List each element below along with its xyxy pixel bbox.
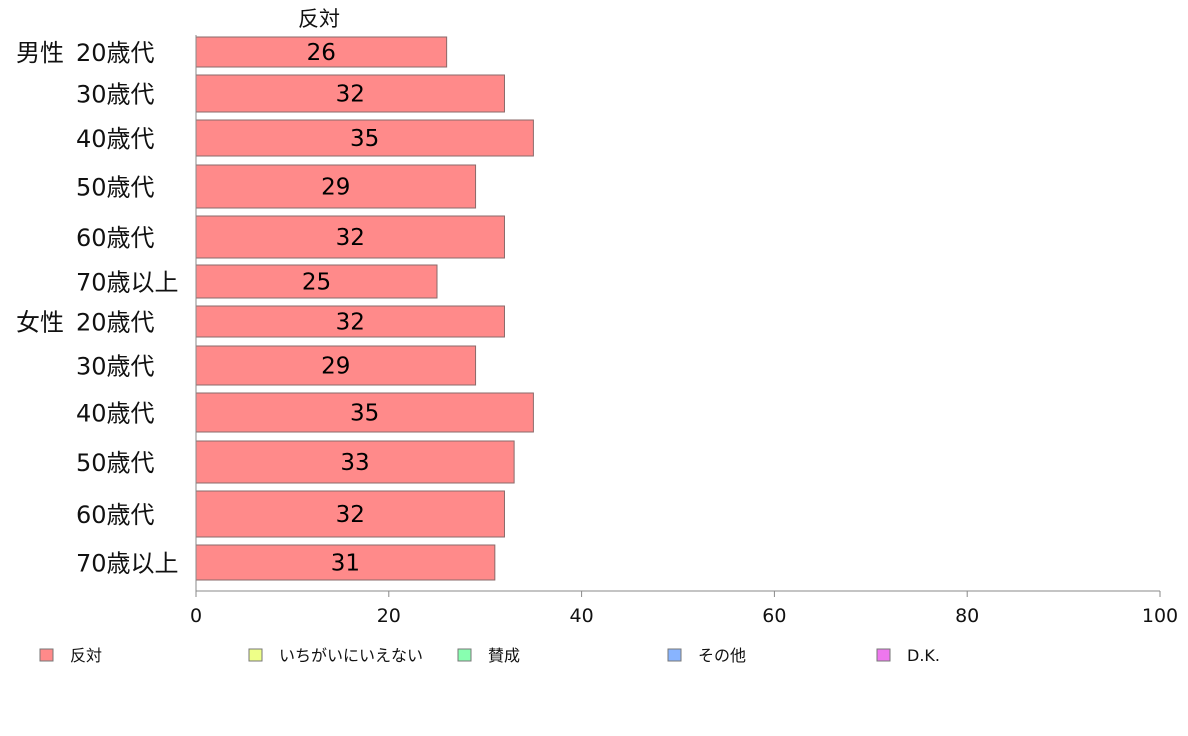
category-label: 40歳代 — [76, 400, 155, 428]
group-label: 男性 — [16, 39, 64, 67]
bar-value-label: 31 — [331, 551, 360, 577]
category-label: 70歳以上 — [76, 269, 179, 297]
legend: 反対 いちがいにいえない 賛成 その他 D.K. — [39, 646, 940, 665]
legend-label: 反対 — [70, 646, 102, 665]
bar-value-label: 29 — [321, 175, 350, 201]
bar-0-10 — [195, 490, 505, 538]
bar-0-0 — [195, 36, 448, 68]
x-tick-label: 0 — [190, 605, 202, 627]
bar-value-label: 32 — [336, 225, 365, 251]
x-axis: 0 20 40 60 80 100 — [190, 35, 1178, 627]
category-label: 50歳代 — [76, 174, 155, 202]
x-tick-label: 20 — [377, 605, 401, 627]
bar-value-label: 33 — [340, 450, 369, 476]
group-label: 女性 — [16, 309, 64, 337]
bar-0-2 — [195, 119, 534, 157]
bar-value-label: 35 — [350, 126, 379, 152]
legend-swatch — [667, 648, 682, 662]
category-label: 50歳代 — [76, 449, 155, 477]
category-label: 20歳代 — [76, 39, 155, 67]
bar-value-label: 32 — [336, 310, 365, 336]
bars-layer: 26 20歳代 32 30歳代 35 40歳代 29 50歳代 32 60歳代 25 70歳以上 32 2… — [16, 36, 534, 581]
bar-value-label: 29 — [321, 354, 350, 380]
legend-swatch — [876, 648, 891, 662]
bar-value-label: 25 — [302, 270, 331, 296]
legend-label: いちがいにいえない — [279, 646, 423, 665]
bar-0-9 — [195, 440, 515, 484]
x-tick-label: 80 — [955, 605, 979, 627]
category-label: 60歳代 — [76, 501, 155, 529]
bar-value-label: 26 — [307, 40, 336, 66]
bar-value-label: 32 — [336, 82, 365, 108]
x-tick-label: 100 — [1142, 605, 1178, 627]
bar-0-11 — [195, 544, 496, 581]
category-label: 20歳代 — [76, 309, 155, 337]
legend-swatch — [39, 648, 54, 662]
legend-swatch — [457, 648, 472, 662]
bar-0-1 — [195, 74, 505, 113]
x-tick-label: 40 — [570, 605, 594, 627]
bar-value-label: 35 — [350, 401, 379, 427]
category-label: 60歳代 — [76, 224, 155, 252]
legend-label: 賛成 — [488, 646, 520, 665]
bar-0-6 — [195, 305, 505, 338]
category-label: 70歳以上 — [76, 550, 179, 578]
category-label: 30歳代 — [76, 353, 155, 381]
bar-0-4 — [195, 215, 505, 259]
legend-label: D.K. — [907, 646, 940, 665]
x-tick-label: 60 — [762, 605, 786, 627]
category-label: 40歳代 — [76, 125, 155, 153]
legend-label: その他 — [698, 646, 746, 665]
bar-0-3 — [195, 164, 477, 209]
legend-swatch — [248, 648, 263, 662]
bar-value-label: 32 — [336, 502, 365, 528]
series-title: 反対 — [298, 7, 340, 31]
category-label: 30歳代 — [76, 81, 155, 109]
